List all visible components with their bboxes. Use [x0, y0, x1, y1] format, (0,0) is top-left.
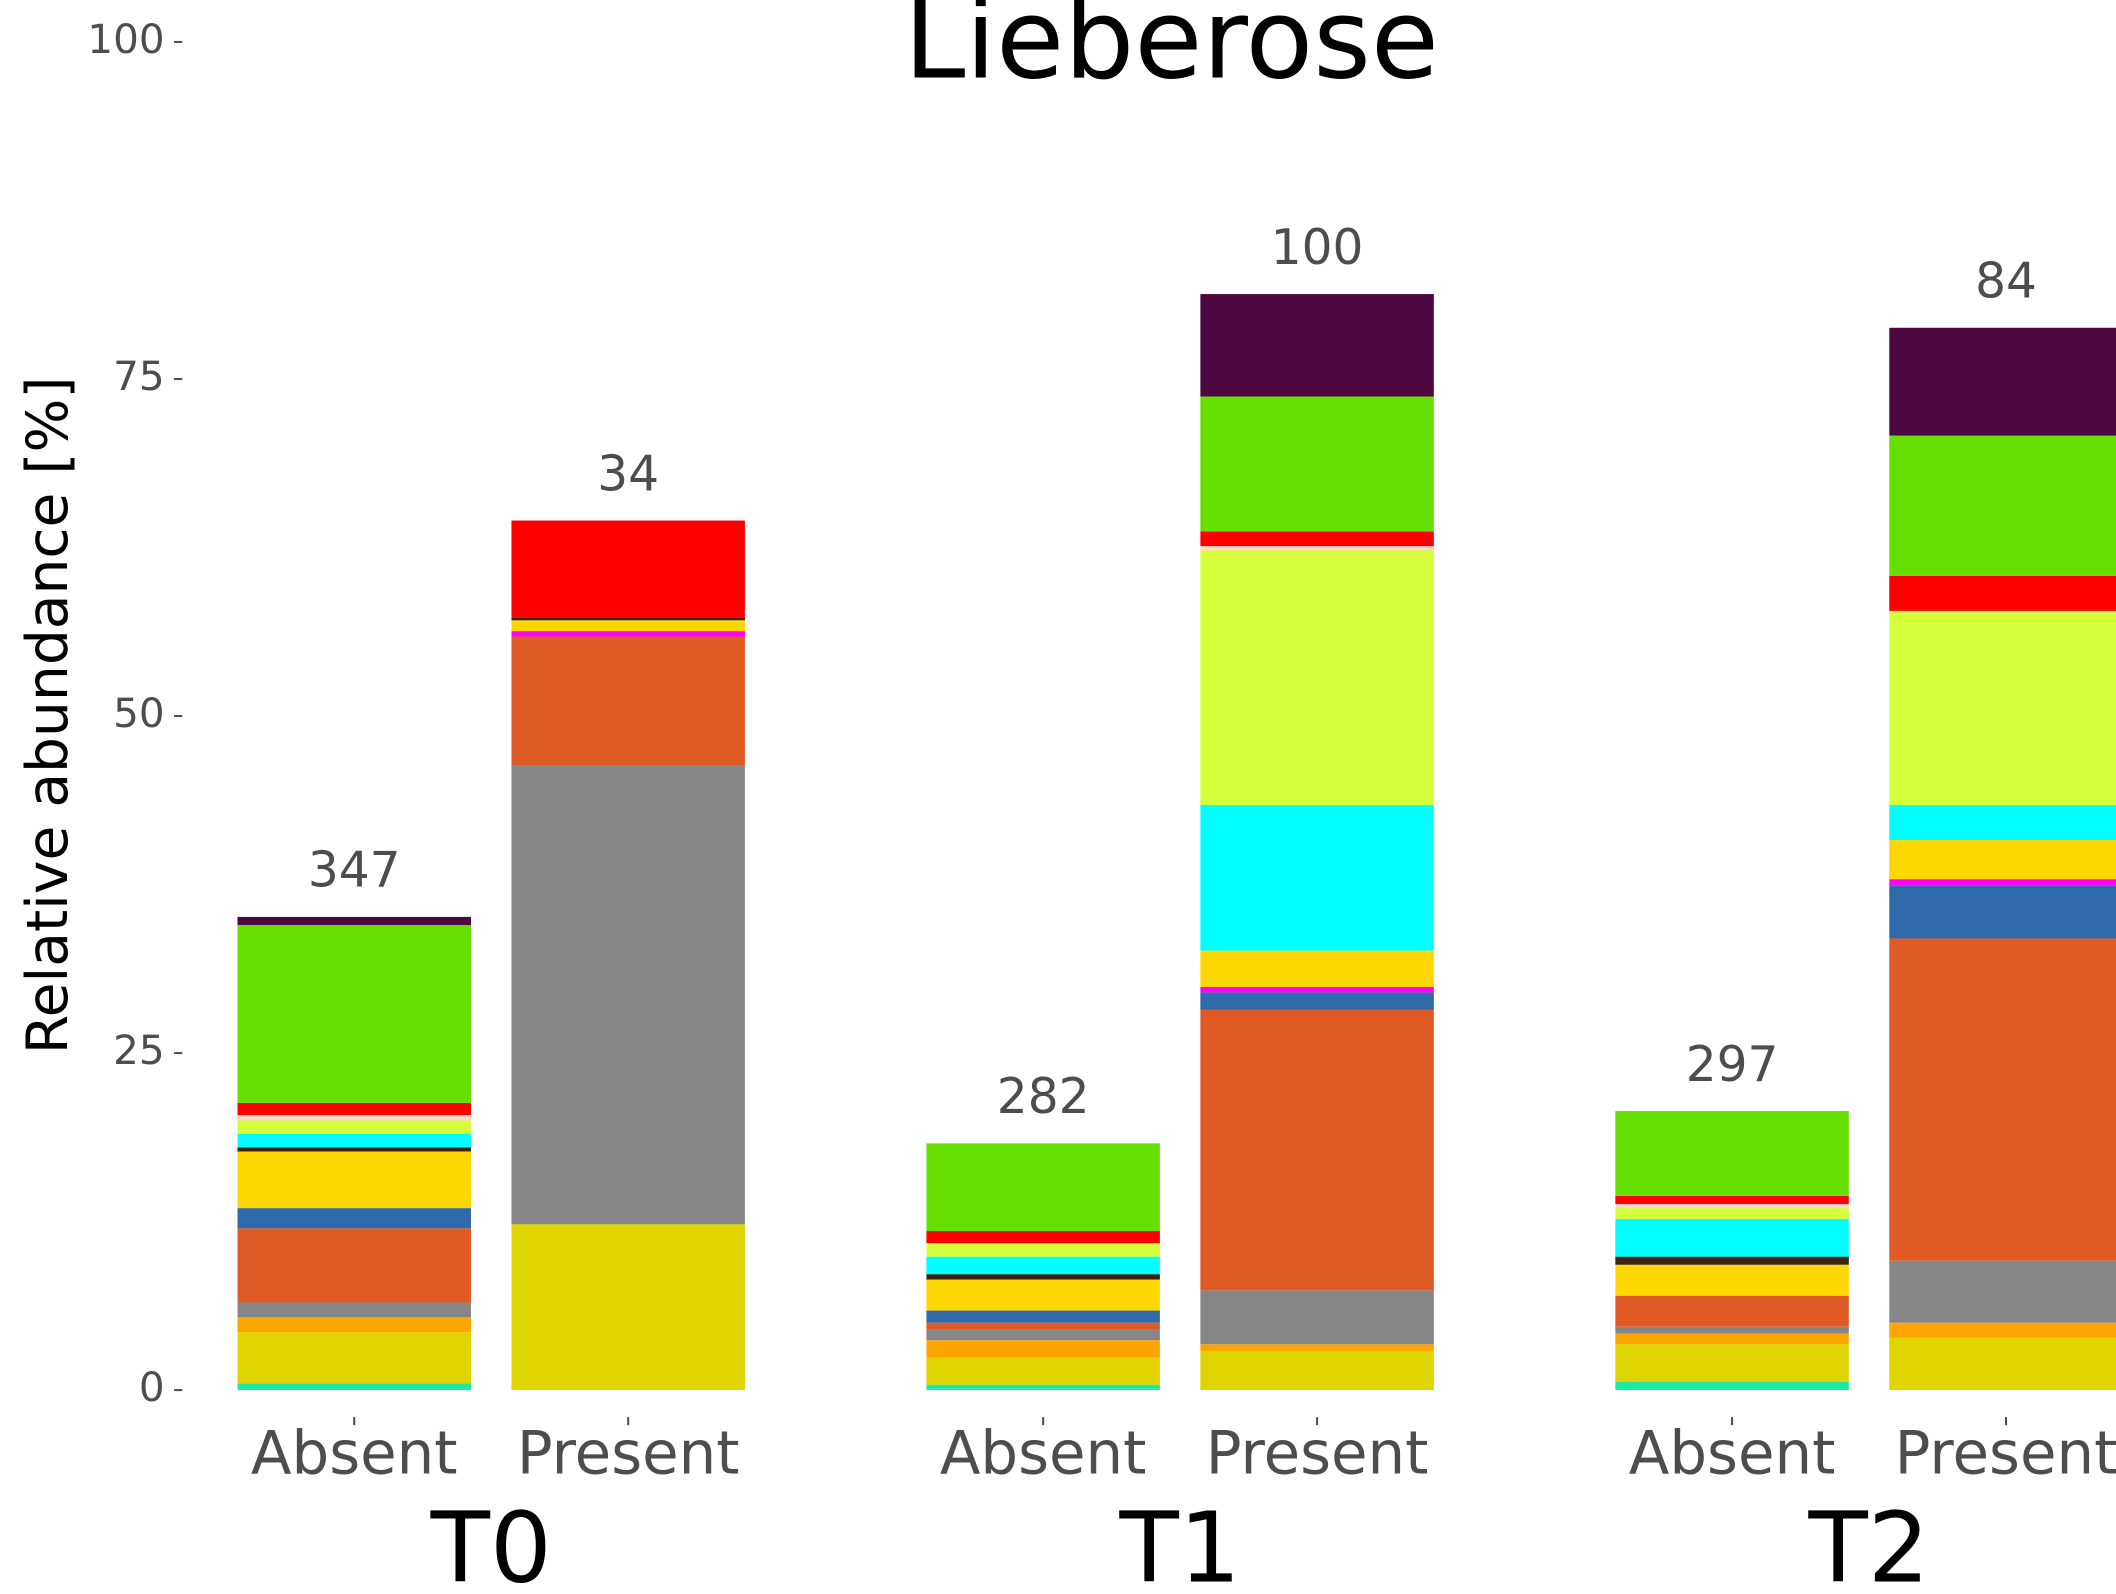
bar-segment: [1200, 992, 1434, 1010]
count-label: 34: [597, 446, 659, 502]
y-tick-label: 0: [139, 1363, 165, 1411]
bar-segment: [1200, 531, 1434, 547]
x-tick-label: Present: [1895, 1420, 2116, 1489]
bar-segment: [1889, 1322, 2116, 1338]
bar-segment: [1889, 327, 2116, 436]
bar-segment: [926, 1143, 1160, 1232]
y-tick-label: 25: [113, 1026, 165, 1074]
bar-segment: [926, 1357, 1160, 1385]
bar-segment: [237, 1302, 471, 1318]
bar-segment: [1889, 435, 2116, 576]
y-tick-label: 75: [113, 352, 165, 400]
bar-segment: [1615, 1326, 1849, 1334]
x-tick-label: Absent: [940, 1420, 1147, 1489]
bar-segment: [1200, 546, 1434, 551]
x-tick-label: Present: [517, 1420, 740, 1489]
bar-segment: [1615, 1344, 1849, 1383]
bar-segment: [237, 1332, 471, 1384]
count-label: 297: [1686, 1037, 1779, 1093]
bar-segment: [1615, 1208, 1849, 1219]
bar-segment: [237, 1228, 471, 1303]
x-tick-label: Absent: [251, 1420, 458, 1489]
bar-segment: [511, 520, 745, 618]
bar-segment: [1889, 1260, 2116, 1323]
bar-segment: [1200, 987, 1434, 993]
bar-segment: [1200, 550, 1434, 806]
count-label: 347: [308, 843, 401, 899]
bar-segment: [237, 916, 471, 925]
count-label: 282: [997, 1069, 1090, 1125]
bar-segment: [1200, 294, 1434, 397]
bar-segment: [926, 1274, 1160, 1280]
bar-segment: [1615, 1333, 1849, 1345]
count-label: 84: [1975, 254, 2037, 310]
bar-segment: [237, 1151, 471, 1209]
bar-segment: [237, 1102, 471, 1116]
bar-segment: [1615, 1204, 1849, 1209]
group-label: T1: [1119, 1492, 1241, 1594]
bar-segment: [1615, 1218, 1849, 1257]
bar-segment: [1889, 840, 2116, 880]
bar-segment: [1615, 1264, 1849, 1296]
bar-segment: [511, 636, 745, 766]
bar-segment: [1889, 1337, 2116, 1391]
bar-segment: [1200, 805, 1434, 951]
bar-segment: [1200, 950, 1434, 988]
bar-segment: [1615, 1111, 1849, 1196]
bar-segment: [926, 1329, 1160, 1341]
bar-segment: [511, 1224, 745, 1391]
bar-segment: [1615, 1195, 1849, 1205]
bar-segment: [1889, 938, 2116, 1261]
bar-segment: [926, 1384, 1160, 1391]
bar-segment: [237, 1208, 471, 1229]
y-tick-label: 50: [113, 689, 165, 737]
bar-segment: [1889, 610, 2116, 806]
bar-segment: [237, 1120, 471, 1134]
bar-segment: [926, 1243, 1160, 1257]
y-tick-label: 100: [87, 15, 164, 63]
count-label: 100: [1271, 220, 1364, 276]
bar-segment: [511, 631, 745, 637]
y-axis-label: Relative abundance [%]: [15, 377, 81, 1055]
bar-segment: [237, 1383, 471, 1391]
bar-segment: [1615, 1256, 1849, 1265]
bar-segment: [1615, 1382, 1849, 1391]
bar-segment: [237, 1133, 471, 1148]
bar-segment: [1889, 575, 2116, 611]
bar-segment: [237, 1317, 471, 1333]
bar-segment: [926, 1279, 1160, 1311]
x-tick-label: Present: [1206, 1420, 1429, 1489]
bar-segment: [1889, 879, 2116, 886]
x-tick-label: Absent: [1629, 1420, 1836, 1489]
bar-segment: [926, 1256, 1160, 1275]
bar-segment: [1889, 805, 2116, 841]
group-label: T2: [1807, 1492, 1929, 1594]
bar-segment: [237, 1115, 471, 1121]
bar-segment: [926, 1310, 1160, 1323]
bar-segment: [1889, 885, 2116, 939]
bar-segment: [237, 1147, 471, 1152]
bar-segment: [926, 1322, 1160, 1330]
bar-segment: [1200, 1344, 1434, 1352]
chart-title: Lieberose: [904, 0, 1439, 105]
bar-segment: [511, 765, 745, 1225]
bar-segment: [1200, 1009, 1434, 1291]
bar-segment: [1200, 1351, 1434, 1391]
group-label: T0: [430, 1492, 552, 1594]
bar-segment: [237, 924, 471, 1103]
bar-segment: [1615, 1295, 1849, 1327]
bar-segment: [1200, 396, 1434, 532]
bar-segment: [511, 620, 745, 632]
bar-segment: [511, 617, 745, 621]
bar-segment: [926, 1231, 1160, 1244]
bar-segment: [1200, 1290, 1434, 1345]
bar-segment: [926, 1340, 1160, 1358]
